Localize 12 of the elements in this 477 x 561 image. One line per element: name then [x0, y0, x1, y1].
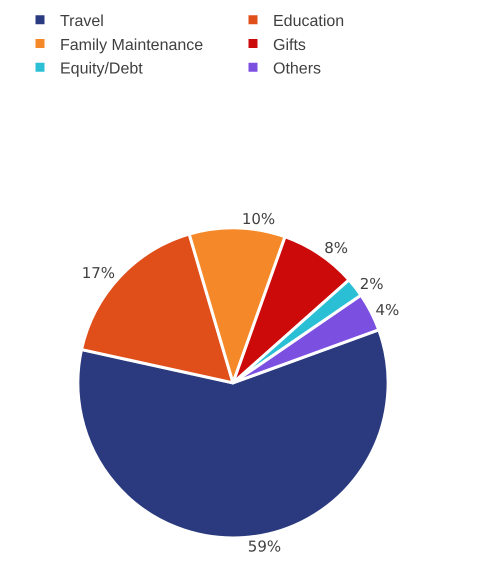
legend-label: Travel — [60, 12, 104, 30]
legend-label: Others — [273, 60, 322, 78]
data-label: 8% — [324, 239, 348, 258]
legend-label: Equity/Debt — [60, 60, 144, 78]
data-label: 17% — [82, 264, 116, 282]
legend-label: Education — [273, 12, 344, 30]
data-label: 2% — [360, 274, 384, 293]
data-label: 10% — [242, 210, 276, 228]
data-label: 4% — [375, 301, 400, 320]
legend-label: Family Maintenance — [60, 36, 204, 54]
data-label: 59% — [248, 538, 282, 556]
legend-label: Gifts — [273, 36, 306, 54]
